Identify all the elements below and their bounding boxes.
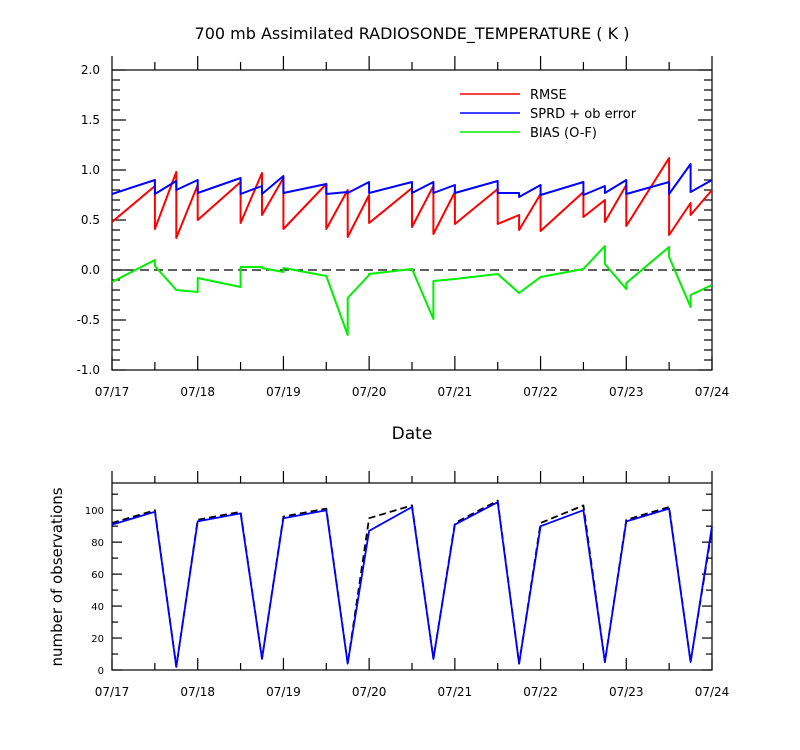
y-tick-label: 100 (85, 506, 104, 517)
y-tick-label: -1.0 (77, 363, 100, 377)
x-axis-label: Date (392, 424, 433, 444)
x-tick-label: 07/24 (695, 385, 730, 399)
series-line-1 (111, 501, 713, 668)
series-line-sprd-ob-error (111, 163, 713, 198)
series-line-0 (111, 499, 713, 668)
rmse-bias-panel: 07/17 07/18 07/19 07/20 07/21 07/22 07/23 07/24… (77, 56, 730, 399)
y-tick-label: 0.5 (81, 213, 100, 227)
x-tick-label: 07/18 (180, 685, 215, 699)
y-tick-label: 1.5 (81, 113, 100, 127)
series-line-bias-o-f (111, 245, 713, 336)
x-tick-label: 07/21 (438, 385, 473, 399)
y-tick-label: 80 (91, 538, 104, 549)
x-tick-label: 07/23 (609, 685, 644, 699)
x-tick-label: 07/21 (438, 685, 473, 699)
y-axis-label-observations: number of observations (48, 487, 66, 666)
x-tick-label: 07/19 (266, 685, 301, 699)
y-tick-label: 60 (91, 570, 104, 581)
legend-label: RMSE (530, 88, 567, 103)
observation-count-panel: 07/17 07/18 07/19 07/20 07/21 07/22 07/23 07/24… (85, 471, 729, 699)
x-tick-label: 07/24 (695, 685, 730, 699)
x-tick-label: 07/20 (352, 385, 387, 399)
x-tick-label: 07/17 (95, 685, 130, 699)
chart-title: 700 mb Assimilated RADIOSONDE_TEMPERATUR… (195, 24, 630, 44)
y-tick-label: 20 (91, 634, 104, 645)
y-tick-label: 0.0 (81, 263, 100, 277)
legend-label: BIAS (O-F) (530, 126, 597, 141)
x-tick-label: 07/18 (180, 385, 215, 399)
x-tick-label: 07/22 (523, 685, 558, 699)
y-tick-label: 1.0 (81, 163, 100, 177)
legend-label: SPRD + ob error (530, 107, 637, 122)
y-tick-label: -0.5 (77, 313, 100, 327)
x-tick-label: 07/20 (352, 685, 387, 699)
x-tick-label: 07/22 (523, 385, 558, 399)
x-tick-label: 07/17 (95, 385, 130, 399)
x-tick-label: 07/19 (266, 385, 301, 399)
y-tick-label: 2.0 (81, 63, 100, 77)
y-tick-label: 40 (91, 602, 104, 613)
x-tick-label: 07/23 (609, 385, 644, 399)
series-line-rmse (111, 157, 713, 239)
y-tick-label: 0 (98, 666, 104, 677)
